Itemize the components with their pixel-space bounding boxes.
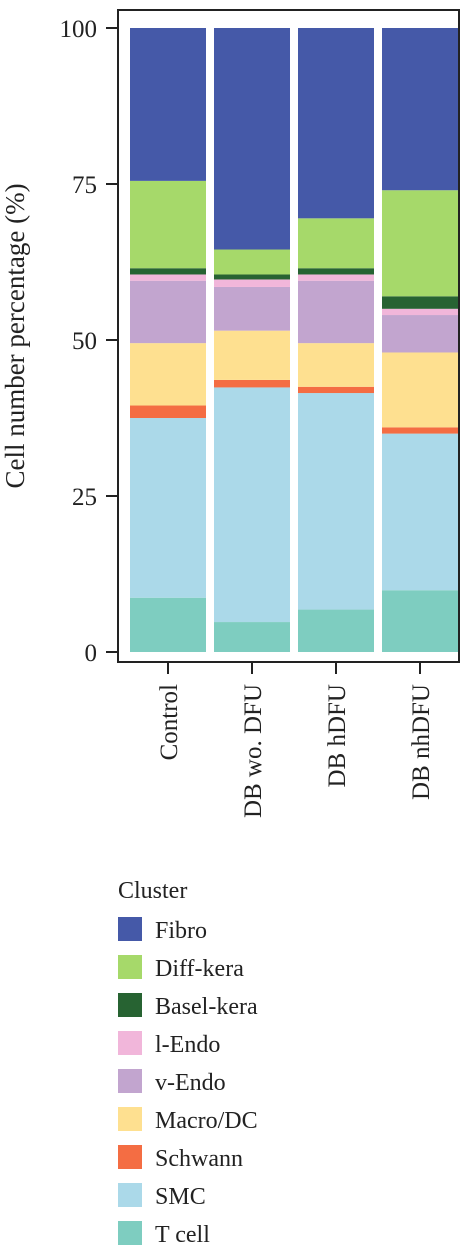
y-tick-label-25: 25: [72, 484, 97, 511]
bar-segment-macro-dc-db-wo-dfu: [214, 330, 290, 380]
bar-segment-fibro-db-nhdfu: [382, 28, 458, 191]
bar-segment-basel-kera-db-wo-dfu: [214, 274, 290, 280]
bar-segment-schwann-db-hdfu: [298, 386, 374, 394]
bar-segment-diff-kera-db-wo-dfu: [214, 249, 290, 275]
bar-segment-t-cell-db-hdfu: [298, 609, 374, 652]
legend-label-t-cell: T cell: [155, 1222, 210, 1248]
x-axis: Control DB wo. DFU DB hDFU DB nhDFU: [156, 662, 435, 818]
y-tick-label-0: 0: [85, 640, 98, 667]
x-tick-label-db-wo-dfu: DB wo. DFU: [240, 684, 267, 818]
legend-label-fibro: Fibro: [155, 918, 207, 944]
plot-panel-border: [117, 9, 460, 663]
legend-label-macro-dc: Macro/DC: [155, 1108, 258, 1134]
bar-segment-t-cell-db-nhdfu: [382, 590, 458, 652]
bar-segment-macro-dc-control: [130, 343, 206, 406]
bar-segment-smc-db-wo-dfu: [214, 387, 290, 623]
bars-layer: [130, 28, 458, 652]
legend-swatch-smc: [118, 1183, 142, 1207]
legend-swatch-basel-kera: [118, 993, 142, 1017]
legend-label-diff-kera: Diff-kera: [155, 956, 244, 982]
bar-segment-diff-kera-control: [130, 180, 206, 269]
bar-segment-fibro-control: [130, 28, 206, 181]
bar-segment-smc-db-nhdfu: [382, 433, 458, 591]
legend-swatch-t-cell: [118, 1221, 142, 1245]
bar-segment-v-endo-db-hdfu: [298, 280, 374, 344]
bar-segment-l-endo-control: [130, 274, 206, 281]
legend-swatch-fibro: [118, 917, 142, 941]
bar-segment-v-endo-control: [130, 280, 206, 344]
bar-segment-l-endo-db-hdfu: [298, 274, 374, 281]
bar-segment-diff-kera-db-nhdfu: [382, 190, 458, 297]
x-tick-label-db-nhdfu: DB nhDFU: [408, 684, 435, 800]
y-tick-label-100: 100: [60, 16, 98, 43]
legend-swatch-macro-dc: [118, 1107, 142, 1131]
legend-swatch-v-endo: [118, 1069, 142, 1093]
bar-segment-l-endo-db-nhdfu: [382, 308, 458, 316]
y-axis: 0 25 50 75 100: [60, 16, 118, 667]
legend-label-schwann: Schwann: [155, 1146, 243, 1172]
legend: Cluster Fibro Diff-kera Basel-kera l-Endo v-…: [118, 878, 258, 1248]
legend-swatch-l-endo: [118, 1031, 142, 1055]
y-axis-label: Cell number percentage (%): [0, 183, 30, 488]
bar-segment-basel-kera-control: [130, 268, 206, 275]
bar-segment-schwann-db-nhdfu: [382, 427, 458, 434]
legend-swatch-diff-kera: [118, 955, 142, 979]
bar-segment-v-endo-db-wo-dfu: [214, 286, 290, 331]
bar-segment-basel-kera-db-nhdfu: [382, 296, 458, 309]
y-tick-label-50: 50: [72, 328, 97, 355]
bar-segment-fibro-db-hdfu: [298, 28, 374, 219]
bar-segment-v-endo-db-nhdfu: [382, 315, 458, 353]
bar-segment-t-cell-db-wo-dfu: [214, 622, 290, 652]
bar-segment-smc-db-hdfu: [298, 393, 374, 610]
bar-segment-smc-control: [130, 418, 206, 598]
bar-segment-schwann-db-wo-dfu: [214, 379, 290, 388]
y-tick-label-75: 75: [72, 172, 97, 199]
legend-label-v-endo: v-Endo: [155, 1070, 226, 1096]
legend-label-basel-kera: Basel-kera: [155, 994, 258, 1020]
bar-segment-l-endo-db-wo-dfu: [214, 279, 290, 287]
x-tick-label-control: Control: [156, 684, 183, 760]
bar-segment-diff-kera-db-hdfu: [298, 218, 374, 269]
bar-segment-t-cell-control: [130, 597, 206, 652]
legend-title: Cluster: [118, 878, 187, 904]
bar-segment-basel-kera-db-hdfu: [298, 268, 374, 275]
legend-label-l-endo: l-Endo: [155, 1032, 220, 1058]
bar-segment-macro-dc-db-hdfu: [298, 343, 374, 387]
bar-segment-schwann-control: [130, 405, 206, 418]
x-tick-label-db-hdfu: DB hDFU: [324, 684, 351, 788]
bar-segment-fibro-db-wo-dfu: [214, 28, 290, 250]
bar-segment-macro-dc-db-nhdfu: [382, 352, 458, 428]
legend-swatch-schwann: [118, 1145, 142, 1169]
legend-label-smc: SMC: [155, 1184, 206, 1210]
